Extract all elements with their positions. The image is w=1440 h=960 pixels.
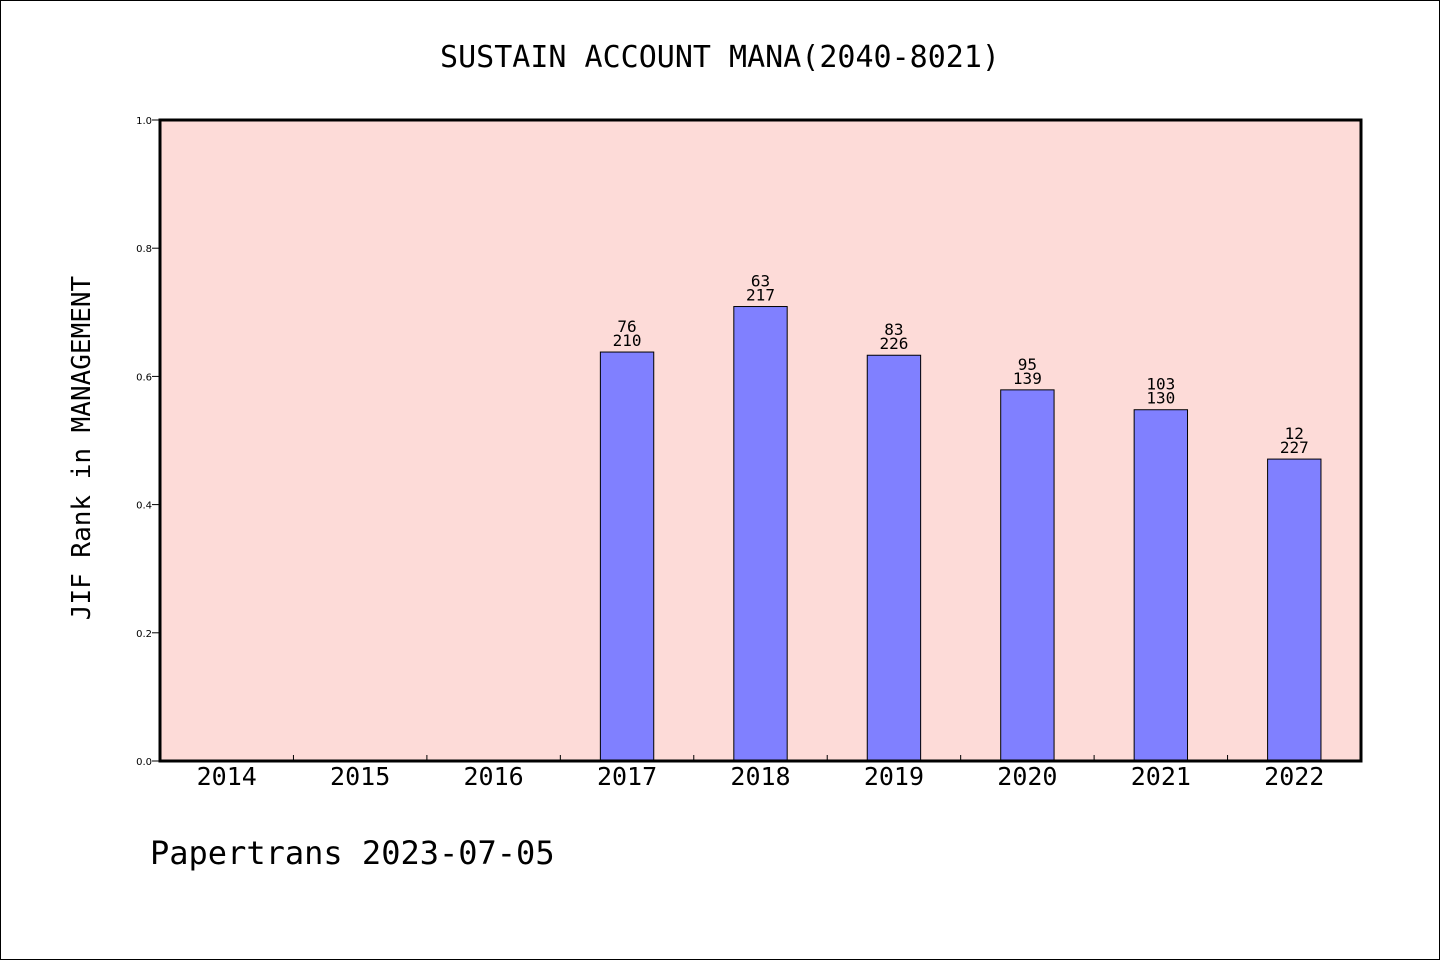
y-tick-label-0.8: 0.8 [136, 244, 152, 255]
bars [599, 306, 1322, 762]
x-tick-label-2020: 2020 [997, 762, 1057, 791]
x-axis: 2014 2015 2016 2017 2018 2019 2020 2021 2022 [197, 755, 1324, 791]
data-label-total-2018: 217 [746, 286, 775, 305]
x-tick-label-2021: 2021 [1131, 762, 1191, 791]
y-tick-label-1.0: 1.0 [136, 116, 152, 127]
x-tick-label-2017: 2017 [597, 762, 657, 791]
data-label-rank-2021: 103 [1146, 375, 1175, 394]
x-tick-label-2015: 2015 [330, 762, 390, 791]
x-tick-label-2016: 2016 [464, 762, 524, 791]
bar-2022 [1267, 458, 1322, 762]
data-label-rank-2018: 63 [751, 272, 770, 291]
bar-2017 [599, 351, 655, 762]
footer-watermark: Papertrans 2023-07-05 [150, 834, 555, 872]
bar-2021 [1133, 409, 1189, 762]
y-axis-label: JIF Rank in MANAGEMENT [67, 275, 97, 620]
bar-2018 [733, 306, 788, 762]
data-label-rank-2022: 12 [1285, 424, 1304, 443]
bar-2019 [866, 354, 922, 762]
plot-frame [158, 118, 1363, 763]
y-tick-label-0.6: 0.6 [136, 372, 152, 383]
x-tick-label-2014: 2014 [197, 762, 257, 791]
data-label-total-2017: 210 [613, 331, 642, 350]
y-tick-label-0.2: 0.2 [136, 629, 152, 640]
x-tick-label-2019: 2019 [864, 762, 924, 791]
data-label-total-2019: 226 [879, 334, 908, 353]
data-label-rank-2017: 76 [617, 317, 636, 336]
data-label-rank-2020: 95 [1018, 355, 1037, 374]
y-tick-label-0.4: 0.4 [136, 501, 152, 512]
x-tick-label-2022: 2022 [1264, 762, 1324, 791]
data-label-total-2022: 227 [1280, 438, 1309, 457]
x-tick-label-2018: 2018 [730, 762, 790, 791]
data-label-total-2020: 139 [1013, 369, 1042, 388]
y-tick-label-0.0: 0.0 [136, 757, 152, 768]
chart-title: SUSTAIN ACCOUNT MANA(2040-8021) [440, 40, 1000, 75]
bar-2020 [1000, 389, 1055, 762]
data-label-total-2021: 130 [1146, 389, 1175, 408]
data-label-rank-2019: 83 [884, 320, 903, 339]
y-axis: 0.0 0.2 0.4 0.6 0.8 1.0 [136, 116, 160, 768]
